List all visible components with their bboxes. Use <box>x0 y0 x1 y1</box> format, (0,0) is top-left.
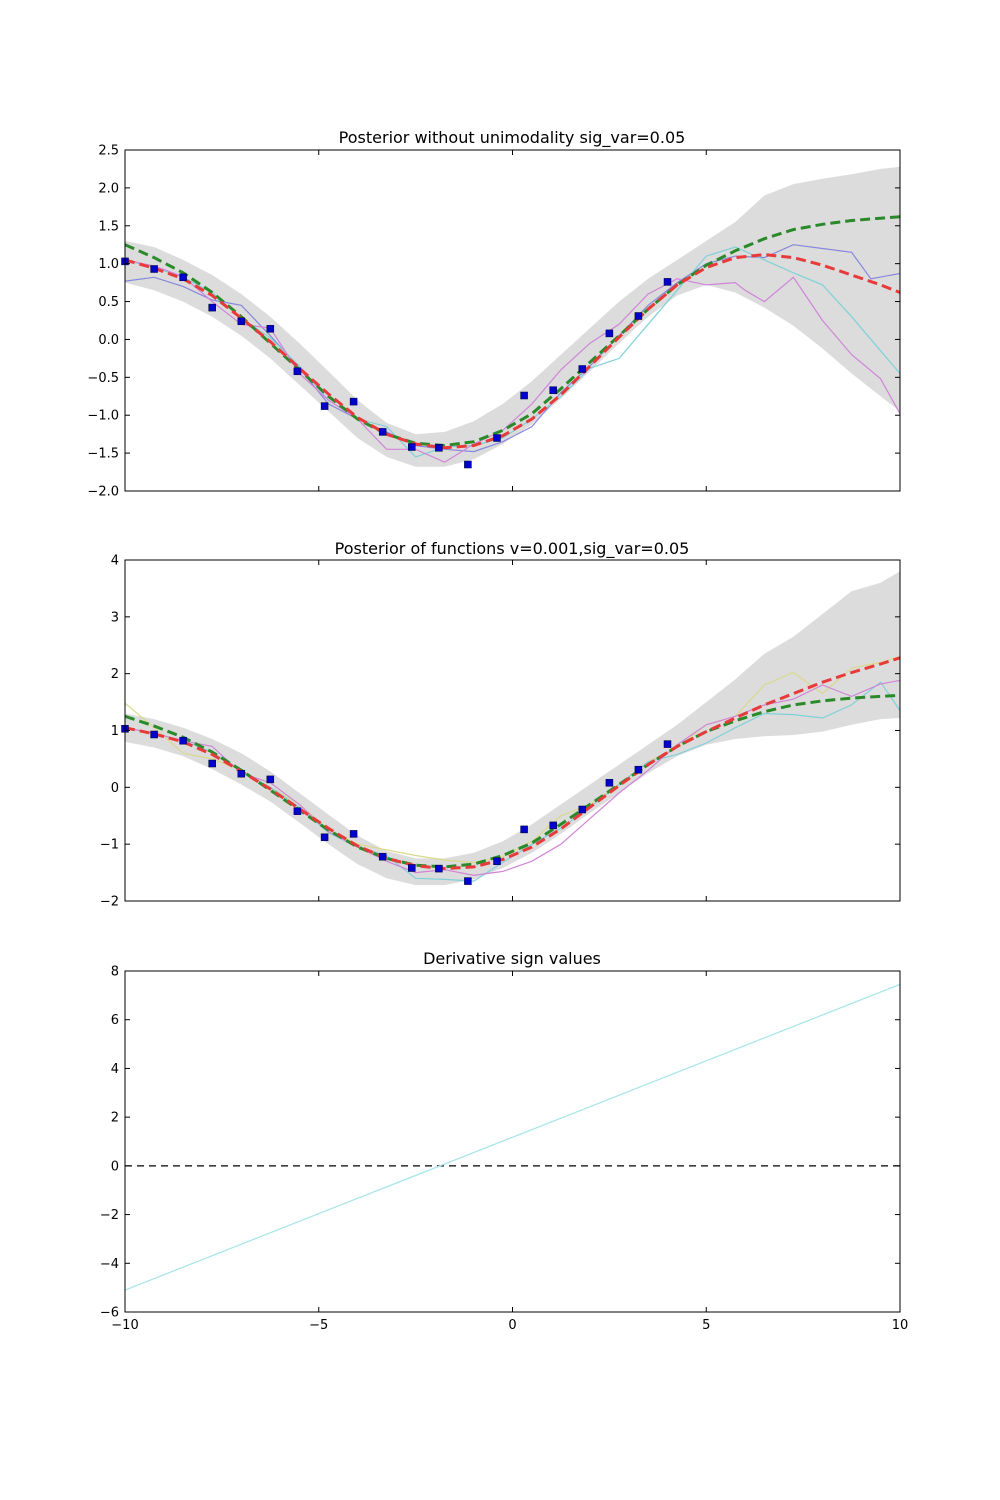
data-point-marker <box>320 833 329 842</box>
data-point-marker <box>549 821 557 830</box>
y-tick-label: 1.0 <box>98 257 119 272</box>
data-point-marker <box>266 775 275 784</box>
data-point-marker <box>578 365 587 373</box>
series-line-2 <box>125 259 900 463</box>
x-tick-label: 0 <box>508 1318 516 1333</box>
data-point-marker <box>150 265 158 273</box>
chart-title: Derivative sign values <box>423 949 601 968</box>
y-tick-label: −2 <box>100 1208 119 1223</box>
y-tick-label: −1.5 <box>87 447 119 462</box>
confidence-band <box>125 571 900 886</box>
y-tick-label: 3 <box>111 610 119 625</box>
data-point-marker <box>266 325 275 333</box>
data-point-marker <box>464 877 472 885</box>
data-point-marker <box>208 759 216 768</box>
data-point-marker <box>605 329 614 338</box>
data-point-marker <box>634 765 643 774</box>
data-point-marker <box>378 852 387 861</box>
data-point-marker <box>520 391 528 400</box>
data-point-marker <box>663 740 672 748</box>
data-point-marker <box>408 864 416 872</box>
y-tick-label: −6 <box>100 1306 119 1321</box>
data-point-marker <box>349 830 358 838</box>
y-tick-label: −4 <box>100 1257 119 1272</box>
data-point-marker <box>179 273 187 282</box>
data-point-marker <box>150 730 158 739</box>
y-tick-label: 2 <box>111 667 119 682</box>
data-point-marker <box>605 779 614 787</box>
x-tick-label: −10 <box>111 1318 138 1333</box>
x-tick-label: 10 <box>892 1318 909 1333</box>
data-point-marker <box>408 443 416 451</box>
data-point-marker <box>435 444 443 452</box>
data-point-marker <box>549 386 557 394</box>
y-tick-label: −0.5 <box>87 371 119 386</box>
data-point-marker <box>634 312 643 320</box>
x-tick-label: 5 <box>702 1318 710 1333</box>
dashed-series-line-4 <box>125 253 900 450</box>
series-line-2 <box>125 679 900 877</box>
data-point-marker <box>578 805 587 814</box>
y-tick-label: −2 <box>100 895 119 910</box>
data-point-marker <box>493 434 501 442</box>
data-point-marker <box>237 317 246 326</box>
chart-title: Posterior of functions v=0.001,sig_var=0… <box>335 539 690 559</box>
y-tick-label: 6 <box>111 1013 119 1028</box>
data-point-marker <box>493 857 501 865</box>
data-point-marker <box>663 278 672 286</box>
x-tick-label: −5 <box>309 1318 328 1333</box>
data-point-marker <box>237 769 246 778</box>
y-tick-label: 8 <box>111 965 119 980</box>
chart-title: Posterior without unimodality sig_var=0.… <box>339 128 686 148</box>
y-tick-label: −2.0 <box>87 485 119 500</box>
y-tick-label: 0 <box>111 1159 119 1174</box>
data-point-marker <box>378 428 387 436</box>
series-line-0 <box>125 244 900 453</box>
data-point-marker <box>349 397 358 406</box>
chart-posterior-of-functions: Posterior of functions v=0.001,sig_var=0… <box>100 539 901 910</box>
dashed-series-line-4 <box>125 656 900 871</box>
y-tick-label: 2.5 <box>98 144 119 159</box>
data-point-marker <box>435 864 443 873</box>
data-point-marker <box>320 402 329 410</box>
y-tick-label: 4 <box>111 1062 119 1077</box>
chart-posterior-without-unimodality: Posterior without unimodality sig_var=0.… <box>87 128 901 500</box>
y-tick-label: −1 <box>100 838 119 853</box>
y-tick-label: −1.0 <box>87 409 119 424</box>
y-tick-label: 0 <box>111 781 119 796</box>
series-line-1 <box>125 983 900 1291</box>
data-point-marker <box>520 825 528 834</box>
y-tick-label: 0.0 <box>98 333 119 348</box>
y-tick-label: 4 <box>111 554 119 569</box>
data-point-marker <box>179 736 187 745</box>
data-point-marker <box>464 460 472 469</box>
data-point-marker <box>208 303 216 312</box>
y-tick-label: 2.0 <box>98 181 119 196</box>
y-tick-label: 0.5 <box>98 295 119 310</box>
data-point-marker <box>293 367 302 376</box>
chart-derivative-sign-values: Derivative sign values −6 −4 −2 0 2 4 6 8 −10 −5 0… <box>100 949 908 1333</box>
y-tick-label: 1 <box>111 724 119 739</box>
data-point-marker <box>293 807 302 815</box>
y-tick-label: 1.5 <box>98 219 119 234</box>
y-tick-label: 2 <box>111 1111 119 1126</box>
